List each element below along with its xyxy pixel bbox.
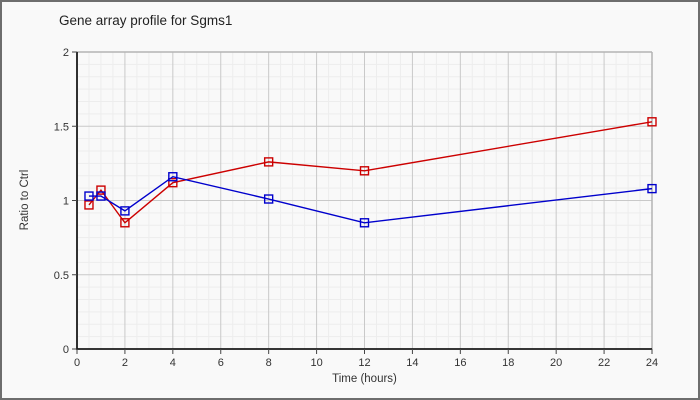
- chart-title: Gene array profile for Sgms1: [59, 13, 233, 28]
- y-tick-label: 0: [63, 344, 69, 356]
- x-tick-label: 24: [646, 357, 658, 369]
- y-tick-label: 0.5: [54, 270, 69, 282]
- x-tick-label: 10: [310, 357, 322, 369]
- blue-series-line: [88, 175, 653, 224]
- x-axis-title: Time (hours): [332, 373, 397, 385]
- x-tick-label: 12: [358, 357, 370, 369]
- x-tick-label: 14: [406, 357, 418, 369]
- red-series-marker: [647, 117, 657, 127]
- blue-series-marker: [263, 194, 274, 204]
- red-series-marker: [84, 200, 94, 210]
- blue-series-marker: [359, 218, 370, 228]
- x-tick-label: 2: [122, 357, 128, 369]
- blue-series-marker: [168, 172, 178, 182]
- blue-series-marker: [647, 183, 657, 194]
- blue-series-marker: [96, 191, 106, 201]
- x-tick-label: 16: [454, 357, 466, 369]
- blue-series-marker: [84, 191, 94, 201]
- red-series-marker: [359, 166, 370, 176]
- x-tick-label: 6: [218, 357, 224, 369]
- x-tick-label: 0: [74, 357, 80, 369]
- x-tick-label: 8: [266, 357, 272, 369]
- x-tick-label: 20: [550, 357, 562, 369]
- red-series-marker: [168, 177, 178, 188]
- y-tick-label: 2: [63, 47, 69, 59]
- x-tick-label: 22: [598, 357, 610, 369]
- y-tick-label: 1: [63, 196, 69, 208]
- red-series-line: [88, 121, 653, 224]
- y-tick-label: 1.5: [54, 121, 69, 133]
- red-series-marker: [96, 185, 106, 195]
- red-series-marker: [263, 157, 274, 167]
- x-tick-label: 18: [502, 357, 514, 369]
- red-series-marker: [120, 218, 130, 228]
- blue-series-marker: [120, 206, 130, 216]
- y-axis-title: Ratio to Ctrl: [19, 169, 31, 231]
- x-tick-label: 4: [170, 357, 176, 369]
